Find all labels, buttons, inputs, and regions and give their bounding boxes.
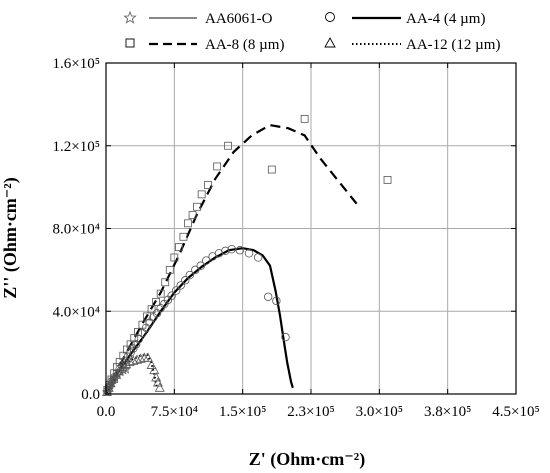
x-tick-label-3: 2.3×10⁵ [287, 404, 334, 420]
point-series-1-35 [253, 253, 263, 262]
point-series-1-24 [181, 276, 190, 285]
point-series-1-32 [227, 244, 236, 254]
point-series-2-2 [107, 375, 116, 384]
y-tick-label-2: 8.0×10⁴ [53, 222, 100, 238]
point-series-3-9 [128, 355, 139, 365]
point-series-1-11 [131, 340, 141, 349]
y-tick-label-1: 4.0×10⁴ [53, 304, 100, 320]
legend-label-aa4: AA-4 (4 µm) [406, 11, 485, 27]
legend-label-aa8: AA-8 (8 µm) [205, 37, 284, 53]
point-series-2-10 [133, 328, 142, 336]
point-series-1-31 [221, 246, 230, 256]
point-series-3-15 [149, 364, 160, 375]
point-series-1-38 [281, 332, 290, 342]
point-series-3-6 [117, 361, 128, 372]
point-series-2-23 [193, 202, 202, 211]
x-axis-title: Z' (Ohm·cm⁻²) [249, 449, 365, 470]
point-series-2-29 [300, 114, 309, 123]
legend-circle-icon [325, 12, 335, 22]
point-series-1-22 [171, 286, 181, 295]
point-series-1-26 [191, 265, 200, 275]
point-series-1-21 [167, 291, 176, 300]
point-series-1-34 [244, 249, 254, 258]
point-series-1-37 [272, 296, 281, 306]
point-series-1-36 [263, 292, 273, 301]
legend-square-icon [125, 38, 135, 48]
legend: AA6061-O AA-4 (4 µm) AA-8 (8 µm) AA-12 (… [123, 10, 500, 53]
point-series-3-13 [142, 352, 153, 362]
point-series-2-22 [188, 211, 197, 219]
point-series-2-25 [204, 181, 212, 189]
y-axis-title: Z'' (Ohm·cm⁻²) [0, 177, 21, 298]
point-series-1-10 [129, 344, 138, 353]
point-series-2-15 [156, 289, 165, 298]
point-series-2-14 [152, 298, 161, 306]
legend-entry-aa4: AA-4 (4 µm) [325, 11, 485, 27]
legend-label-aa6061: AA6061-O [205, 11, 273, 27]
y-tick-label-0: 0.0 [81, 387, 100, 403]
point-series-3-7 [121, 358, 132, 368]
x-axis-ticks: 0.0 7.5×10⁴ 1.5×10⁵ 2.3×10⁵ 3.0×10⁵ 3.8×10⁵ 4.… [97, 63, 540, 420]
point-series-3-10 [132, 354, 142, 364]
point-series-1-28 [202, 256, 211, 265]
point-series-2-17 [165, 265, 174, 274]
point-series-3-11 [135, 353, 146, 363]
point-series-2-18 [170, 253, 179, 262]
point-series-2-11 [138, 320, 147, 329]
point-series-3-14 [146, 359, 157, 369]
legend-label-aa12: AA-12 (12 µm) [406, 37, 500, 53]
point-series-2-20 [179, 232, 188, 241]
fit-line-series-2 [105, 123, 358, 395]
point-series-2-13 [147, 305, 156, 314]
x-tick-label-5: 3.8×10⁵ [424, 404, 471, 420]
legend-entry-aa6061: AA6061-O [123, 10, 273, 27]
x-tick-label-4: 3.0×10⁵ [356, 404, 403, 420]
point-series-2-27 [224, 141, 232, 150]
y-axis-ticks: 0.0 4.0×10⁴ 8.0×10⁴ 1.2×10⁵ 1.6×10⁵ [53, 56, 516, 403]
point-series-3-18 [154, 382, 165, 392]
x-tick-label-1: 7.5×10⁴ [151, 404, 198, 420]
point-series-2-19 [174, 243, 183, 252]
grid [106, 63, 516, 394]
legend-star-icon [123, 10, 137, 24]
point-series-2-16 [161, 278, 170, 287]
point-series-1-27 [196, 261, 205, 270]
y-tick-label-4: 1.6×10⁵ [53, 56, 100, 72]
x-tick-label-0: 0.0 [97, 404, 116, 420]
legend-entry-aa8: AA-8 (8 µm) [125, 37, 284, 53]
point-series-2-30 [383, 175, 392, 184]
point-series-2-26 [213, 162, 222, 171]
point-series-2-21 [184, 219, 192, 228]
point-series-1-25 [185, 270, 195, 280]
point-series-1-30 [214, 249, 224, 258]
point-series-1-7 [120, 356, 130, 366]
x-tick-label-2: 1.5×10⁵ [219, 404, 266, 420]
legend-entry-aa12: AA-12 (12 µm) [324, 37, 500, 53]
point-series-1-33 [235, 246, 245, 255]
fit-curves [105, 123, 358, 395]
y-tick-label-3: 1.2×10⁵ [53, 139, 100, 155]
point-series-3-8 [124, 356, 135, 366]
point-series-2-24 [197, 190, 206, 199]
legend-triangle-icon [324, 37, 336, 48]
point-series-2-28 [267, 165, 276, 174]
x-tick-label-6: 4.5×10⁵ [492, 404, 539, 420]
point-series-2-12 [143, 312, 151, 321]
data-markers [101, 114, 392, 397]
point-series-1-23 [176, 281, 185, 290]
